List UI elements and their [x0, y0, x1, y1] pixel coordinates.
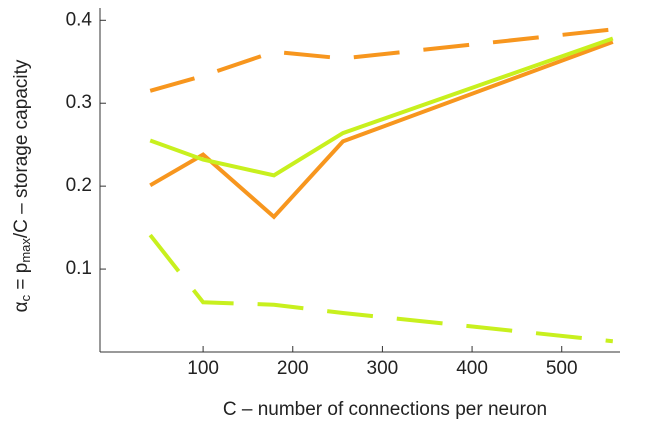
y-tick-label: 0.2: [66, 175, 92, 196]
series-line: [148, 233, 614, 344]
y-label-part: max: [18, 238, 33, 263]
y-label-part: /C – storage capacity: [11, 59, 32, 238]
y-label-part: = p: [11, 263, 32, 295]
y-label-part: α: [11, 301, 32, 312]
y-axis-label: αc = pmax/C – storage capacity: [11, 59, 33, 312]
y-tick-label: 0.4: [66, 9, 93, 30]
x-axis-label: C – number of connections per neuron: [223, 399, 547, 420]
series-line: [149, 39, 614, 220]
series-line: [149, 36, 614, 178]
x-tick-label: 200: [277, 358, 309, 379]
y-label-part: c: [18, 294, 33, 301]
y-tick-label: 0.1: [66, 258, 92, 279]
series-line: [149, 27, 614, 93]
x-tick-label: 400: [456, 358, 488, 379]
x-tick-label: 300: [367, 358, 399, 379]
x-tick-label: 100: [187, 358, 219, 379]
x-tick-label: 500: [546, 358, 578, 379]
y-tick-label: 0.3: [66, 92, 92, 113]
